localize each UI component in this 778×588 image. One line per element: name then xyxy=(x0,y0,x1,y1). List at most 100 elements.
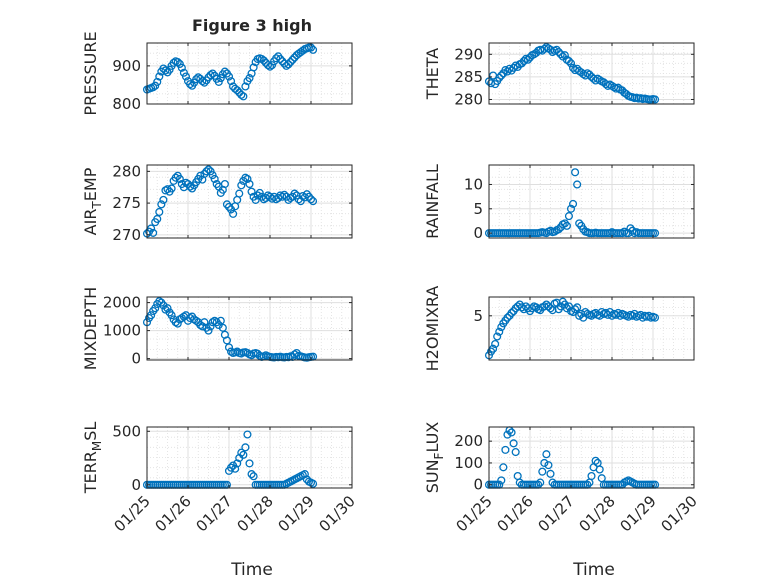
y-tick-label: 0 xyxy=(473,476,483,494)
data-point xyxy=(497,476,506,485)
data-point xyxy=(587,471,596,481)
x-tick-label: 01/25 xyxy=(453,492,496,535)
data-point xyxy=(503,313,512,322)
data-point xyxy=(290,189,299,198)
data-point xyxy=(231,464,240,473)
y-tick-label: 0 xyxy=(473,224,483,242)
x-tick-label: 01/28 xyxy=(576,492,619,535)
data-point xyxy=(220,67,229,76)
y-axis-label: MIXDEPTH xyxy=(81,287,100,370)
data-point xyxy=(507,428,516,437)
data-point xyxy=(564,212,573,221)
data-point xyxy=(222,336,232,345)
y-tick-label: 290 xyxy=(454,45,483,63)
x-axis-label-right: Time xyxy=(572,560,615,580)
data-point xyxy=(552,45,561,54)
data-point xyxy=(233,459,242,468)
data-point xyxy=(501,445,510,454)
data-point xyxy=(237,181,246,190)
axis-frame xyxy=(488,426,695,489)
data-point xyxy=(298,46,307,55)
data-point xyxy=(595,465,604,474)
data-point xyxy=(237,90,246,99)
data-point xyxy=(245,74,254,83)
data-point xyxy=(186,182,195,191)
data-point xyxy=(155,72,164,81)
panel-theta: 280 285 290 THETA xyxy=(423,42,695,108)
x-tick-label: 01/28 xyxy=(234,492,277,535)
data-point xyxy=(245,179,254,189)
data-point xyxy=(499,463,508,472)
data-point xyxy=(173,58,182,67)
data-point xyxy=(167,311,176,320)
data-point xyxy=(206,322,215,331)
x-tick-label: 01/29 xyxy=(275,492,318,535)
data-point xyxy=(161,66,170,75)
data-point xyxy=(272,54,281,63)
data-point xyxy=(151,304,160,313)
data-point xyxy=(192,316,201,325)
data-point xyxy=(210,316,219,325)
data-point xyxy=(300,470,309,479)
y-axis-label: SUNFLUX xyxy=(423,422,446,494)
figure-title: Figure 3 high xyxy=(192,16,312,35)
data-point xyxy=(249,63,258,72)
x-tick-label: 01/26 xyxy=(152,492,195,535)
y-tick-label: 800 xyxy=(112,95,141,113)
data-point xyxy=(259,56,268,65)
data-point xyxy=(227,463,236,472)
data-point xyxy=(263,61,273,70)
x-tick-label: 01/27 xyxy=(535,492,578,535)
data-point xyxy=(489,344,498,353)
data-point xyxy=(542,450,551,459)
data-point xyxy=(575,219,584,228)
data-point xyxy=(237,448,246,457)
data-point xyxy=(245,459,254,468)
y-tick-label: 270 xyxy=(112,226,141,244)
y-tick-label: 0 xyxy=(131,476,141,494)
data-point xyxy=(241,82,250,91)
x-axis-label-left: Time xyxy=(230,560,273,580)
y-tick-label: 5 xyxy=(473,200,483,218)
data-point xyxy=(149,228,158,237)
data-point xyxy=(550,227,559,236)
data-point xyxy=(208,69,217,78)
y-tick-label: 2000 xyxy=(103,294,141,312)
data-point xyxy=(241,443,250,452)
panel-h2omixra: 5 H2OMIXRA xyxy=(423,286,695,371)
data-point xyxy=(276,54,285,64)
data-point xyxy=(229,209,238,218)
data-point xyxy=(540,458,549,467)
axis-frame xyxy=(146,42,353,105)
axis-frame xyxy=(146,296,353,361)
data-point xyxy=(511,448,520,457)
data-point xyxy=(235,189,244,198)
data-point xyxy=(204,326,213,335)
y-tick-label: 0 xyxy=(131,350,141,368)
data-point xyxy=(517,59,526,68)
data-point xyxy=(571,305,580,314)
data-point xyxy=(560,51,569,60)
data-point xyxy=(243,430,252,439)
data-point xyxy=(218,323,227,332)
data-point xyxy=(507,308,516,318)
y-tick-label: 5 xyxy=(473,307,483,325)
data-point xyxy=(573,180,582,189)
data-point xyxy=(239,450,248,459)
data-point xyxy=(566,59,576,68)
data-point xyxy=(571,168,580,177)
data-point xyxy=(155,297,164,306)
data-point xyxy=(227,77,236,86)
data-point xyxy=(626,224,635,233)
data-point xyxy=(585,70,594,79)
axis-frame xyxy=(488,296,695,361)
data-point xyxy=(147,311,156,320)
data-point xyxy=(546,304,555,313)
data-point xyxy=(509,439,518,448)
data-point xyxy=(536,478,545,487)
y-axis-label: TERRMSL xyxy=(81,422,104,495)
data-point xyxy=(251,195,260,204)
data-point xyxy=(220,179,229,189)
